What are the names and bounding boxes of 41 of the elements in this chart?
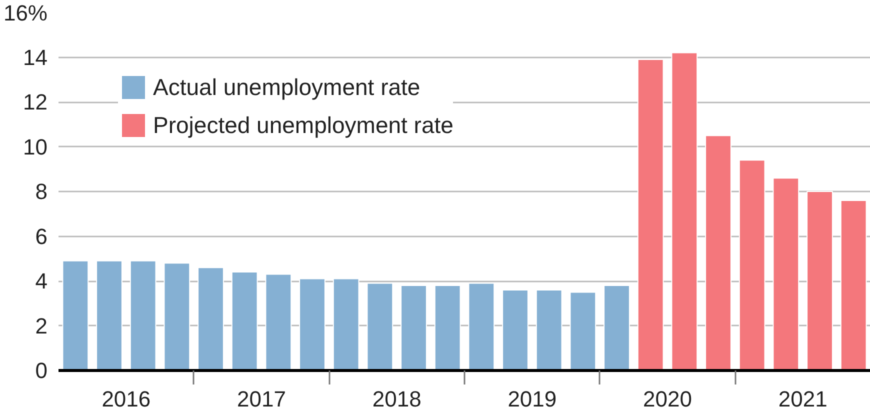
bar xyxy=(62,260,89,370)
bar xyxy=(198,267,224,370)
bar xyxy=(231,272,258,370)
legend-label: Actual unemployment rate xyxy=(153,74,420,100)
x-tick-label: 2017 xyxy=(237,386,286,409)
bar xyxy=(536,289,562,370)
bar xyxy=(502,289,528,370)
bar xyxy=(570,292,596,370)
bar xyxy=(806,191,833,370)
bar xyxy=(772,178,800,370)
bar xyxy=(96,260,122,370)
bar xyxy=(705,135,732,370)
bar xyxy=(637,58,664,370)
bar xyxy=(840,200,867,370)
y-tick-label: 2 xyxy=(35,313,48,338)
bar xyxy=(332,278,360,370)
x-tick-label: 2018 xyxy=(372,386,422,409)
y-tick-label: 12 xyxy=(23,90,48,114)
y-tick-label: 6 xyxy=(35,224,48,249)
bar xyxy=(366,282,394,370)
bar xyxy=(468,282,495,370)
x-tick-label: 2019 xyxy=(508,386,557,409)
x-tick-label: 2021 xyxy=(778,386,828,409)
y-tick-label: 4 xyxy=(35,268,48,294)
bar xyxy=(265,274,292,370)
bar xyxy=(130,260,156,370)
legend-label: Projected unemployment rate xyxy=(153,112,454,138)
y-tick-label: 16% xyxy=(3,0,48,26)
bar xyxy=(434,284,461,370)
y-tick-label: 14 xyxy=(23,44,48,70)
y-tick-label: 8 xyxy=(35,179,48,204)
y-tick-label: 10 xyxy=(23,134,48,160)
bar xyxy=(604,284,630,370)
bar xyxy=(671,52,698,370)
bar xyxy=(164,262,190,370)
y-tick-label: 0 xyxy=(35,358,48,383)
bar xyxy=(738,160,766,370)
bar xyxy=(400,284,427,370)
bar xyxy=(299,278,326,370)
x-tick-label: 2016 xyxy=(102,386,151,409)
x-tick-label: 2020 xyxy=(643,386,692,409)
